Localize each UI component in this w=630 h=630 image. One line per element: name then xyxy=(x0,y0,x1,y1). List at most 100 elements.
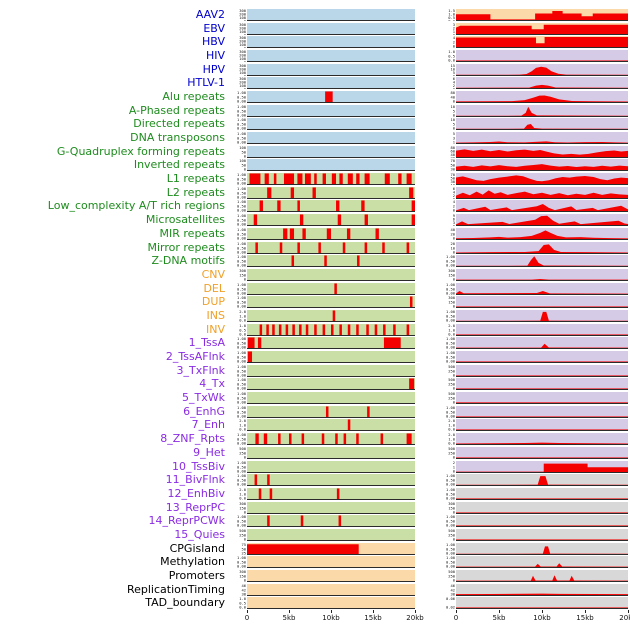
y-tick-label: 0.50 xyxy=(236,436,246,442)
y-tick-label: 1.00 xyxy=(236,337,246,342)
y-tick-label: 150 xyxy=(239,505,246,510)
y-tick-label: 9 xyxy=(452,214,455,219)
track-data xyxy=(456,141,628,144)
y-tick-label: 0.5 xyxy=(448,53,455,59)
track-label: G-Quadruplex forming repeats xyxy=(56,144,225,158)
y-axis-ticks: 70503010 xyxy=(439,173,456,185)
track-data xyxy=(456,306,628,308)
track-label: HBV xyxy=(201,35,225,49)
y-tick-label: 1.00 xyxy=(236,104,246,109)
track-data xyxy=(325,406,370,417)
y-tick-label: 0 xyxy=(452,249,455,254)
track-data xyxy=(267,515,342,527)
track-data xyxy=(456,175,628,185)
y-tick-label: 100 xyxy=(239,83,246,89)
y-axis-ticks: 1.00 0.50 0.00 xyxy=(439,474,456,486)
y-axis-ticks: 1.00 0.50 0.00 xyxy=(230,214,247,226)
y-tick-label: 20 xyxy=(450,156,455,158)
y-tick-label: 10 xyxy=(450,66,455,72)
x-tick-mark xyxy=(415,610,416,614)
y-axis-ticks: 2.0 1.0 0.0 xyxy=(439,433,456,445)
y-axis-ticks: 75 50 25 xyxy=(230,543,247,555)
track-panel-window xyxy=(247,515,415,528)
track-data xyxy=(456,334,628,335)
y-tick-label: 1.00 xyxy=(236,405,246,410)
y-axis-ticks: 1.00 0.50 0.00 xyxy=(230,105,247,117)
y-tick-label: 1.00 xyxy=(445,309,455,314)
y-tick-label: 0.50 xyxy=(236,286,246,291)
y-tick-label: 0.50 xyxy=(236,190,246,196)
y-tick-label: 40 xyxy=(450,94,455,100)
y-tick-label: 4 xyxy=(452,200,455,205)
y-tick-label: 2.0 xyxy=(239,419,246,424)
track-row: 9_Het 500 250 0 500 250 0 xyxy=(0,446,630,460)
y-axis-ticks: 46 42 38 xyxy=(230,584,247,596)
track-rows: AAV230020010001.51.00.50.0EBV30020010003… xyxy=(0,8,630,610)
track-row: 7_Enh 2.0 1.0 0.0 2.0 1.0 0.0 xyxy=(0,419,630,433)
y-axis-ticks: 3002001000 xyxy=(230,23,247,35)
track-data xyxy=(456,388,628,390)
y-tick-label: 1.0 xyxy=(448,327,455,332)
y-tick-label: 100 xyxy=(239,15,246,20)
track-panel-profile xyxy=(456,241,628,254)
y-tick-label: 6 xyxy=(452,186,455,191)
y-tick-label: 0 xyxy=(243,509,246,514)
y-tick-label: 500 xyxy=(448,570,455,575)
track-panel-window xyxy=(247,132,415,145)
y-tick-label: 0.00 xyxy=(236,235,246,240)
track-row: 12_EnhBiv 2.0 1.0 0.0 1.00 0.50 0.00 xyxy=(0,487,630,501)
track-panel-window xyxy=(247,433,415,446)
y-tick-label: 2.0 xyxy=(239,309,246,314)
track-row: 11_BivFlnk 1.00 0.50 0.00 1.00 0.50 0.00 xyxy=(0,473,630,487)
y-tick-label: 0.00 xyxy=(236,441,246,446)
x-tick-label: 5kb xyxy=(492,614,506,623)
y-tick-label: 0.0 xyxy=(239,317,246,322)
track-row: HPV3002001000151050 xyxy=(0,63,630,77)
y-tick-label: 0.0 xyxy=(239,331,246,336)
track-panel-window xyxy=(247,77,415,90)
track-label: 7_Enh xyxy=(191,418,225,432)
track-label: 9_Het xyxy=(193,445,225,459)
y-tick-label: 0 xyxy=(244,19,246,21)
y-tick-label: 500 xyxy=(239,446,246,451)
y-tick-label: 300 xyxy=(239,570,246,575)
track-panel-profile xyxy=(456,49,628,62)
y-tick-label: 1.00 xyxy=(236,296,246,301)
track-panel-profile xyxy=(456,474,628,487)
y-tick-label: 1.00 xyxy=(236,474,246,479)
y-tick-label: 2 xyxy=(452,193,455,198)
y-tick-label: 0 xyxy=(452,386,455,391)
y-tick-label: 1.00 xyxy=(445,282,455,287)
y-axis-ticks: 1.00 0.50 0.00 xyxy=(230,365,247,377)
track-label: CNV xyxy=(201,267,225,281)
y-tick-label: 0.0 xyxy=(239,495,246,500)
y-tick-label: 0.50 xyxy=(236,477,246,483)
y-tick-label: 1.00 xyxy=(236,200,246,205)
y-tick-label: 0.02 xyxy=(445,605,455,610)
track-data xyxy=(247,9,415,20)
y-tick-label: 2 xyxy=(452,83,455,89)
y-tick-label: 50 xyxy=(241,546,246,551)
track-row: 3_TxFlnk 1.00 0.50 0.00 500 250 0 xyxy=(0,364,630,378)
track-row: 4_Tx 1.00 0.50 0.00 500 250 0 xyxy=(0,378,630,392)
y-axis-ticks: 1.0 0.5 0.0 xyxy=(230,324,247,336)
y-tick-label: 0.00 xyxy=(445,359,455,364)
track-panel-window xyxy=(247,241,415,254)
track-label: CPGisland xyxy=(169,541,225,555)
y-axis-ticks: 1.00 0.50 0.00 xyxy=(439,283,456,295)
y-tick-label: 1.0 xyxy=(239,313,246,319)
y-tick-label: 6 xyxy=(452,217,455,222)
y-tick-label: 10 xyxy=(450,104,455,109)
track-data xyxy=(255,241,410,253)
y-axis-ticks: 500 250 0 xyxy=(439,365,456,377)
track-row: DEL 1.00 0.50 0.00 1.00 0.50 0.00 xyxy=(0,282,630,296)
y-axis-ticks: 1.00 0.50 0.00 xyxy=(230,283,247,295)
y-tick-label: 10 xyxy=(450,245,455,250)
track-panel-window xyxy=(247,542,415,555)
track-panel-profile xyxy=(456,227,628,240)
track-panel-window xyxy=(247,570,415,583)
y-tick-label: 0.00 xyxy=(236,194,246,199)
y-tick-label: 0.0 xyxy=(239,427,246,432)
track-label: TAD_boundary xyxy=(145,596,225,610)
